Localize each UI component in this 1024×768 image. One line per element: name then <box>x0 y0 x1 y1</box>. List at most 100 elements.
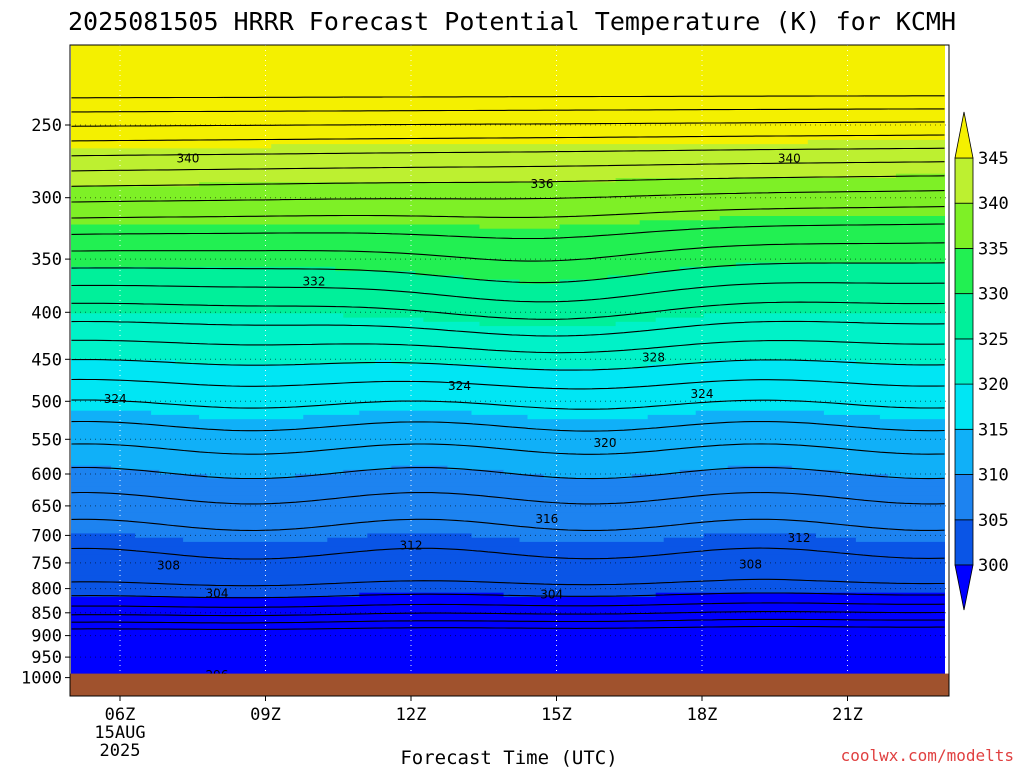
colorbar-swatch <box>954 519 974 566</box>
fill-cell <box>71 334 945 340</box>
fill-cell <box>71 59 945 65</box>
fill-cell <box>719 216 945 222</box>
contour-label: 332 <box>303 274 326 288</box>
fill-cell <box>807 139 945 146</box>
fill-cell <box>71 161 945 167</box>
colorbar-label: 300 <box>978 556 1009 576</box>
fill-cell <box>71 309 945 315</box>
fill-cell <box>71 385 945 391</box>
contour-label: 328 <box>642 351 665 365</box>
fill-cell <box>479 224 561 230</box>
fill-cell <box>71 313 345 319</box>
fill-cell <box>71 656 945 662</box>
contour-line-302 <box>71 578 945 587</box>
fill-cell <box>487 364 649 370</box>
fill-cell <box>615 178 945 184</box>
fill-cell <box>463 275 609 281</box>
plot-frame <box>69 44 950 697</box>
fill-cell <box>71 288 945 294</box>
fill-cell <box>71 199 945 205</box>
fill-cell <box>71 664 945 670</box>
fill-cell <box>71 508 945 514</box>
fill-cell <box>71 106 945 112</box>
contour-line-320 <box>71 359 945 371</box>
fill-cell <box>71 626 945 632</box>
fill-cell <box>71 440 945 446</box>
fill-cell <box>503 592 657 598</box>
fill-cell <box>71 220 641 226</box>
fill-cell <box>71 398 945 404</box>
fill-cell <box>527 414 649 421</box>
y-tick-label: 500 <box>31 392 62 412</box>
fill-cell <box>71 448 945 454</box>
fill-cell <box>655 592 945 598</box>
fill-cell <box>695 410 825 416</box>
fill-cell <box>71 118 945 124</box>
fill-cell <box>71 110 945 116</box>
fill-cell <box>71 321 481 327</box>
y-tick-label: 400 <box>31 303 62 323</box>
fill-cell <box>343 313 705 319</box>
fill-cell <box>71 182 201 188</box>
colorbar-top-arrow <box>954 111 974 159</box>
filled-contours <box>71 45 946 674</box>
fill-cell <box>647 271 945 277</box>
fill-cell <box>71 546 945 552</box>
y-tick-label: 250 <box>31 116 62 136</box>
fill-cell <box>71 101 945 107</box>
fill-cell <box>71 326 945 332</box>
contour-label: 308 <box>739 558 762 572</box>
colorbar-swatch <box>954 247 974 294</box>
contour-label: 316 <box>535 512 558 526</box>
fill-cell <box>71 254 945 260</box>
fill-cell <box>71 55 945 61</box>
credit-text: coolwx.com/modelts <box>841 746 1014 765</box>
contour-line-300 <box>71 592 945 599</box>
fill-cell <box>71 338 945 344</box>
colorbar-label: 340 <box>978 194 1009 214</box>
fill-cell <box>703 359 857 366</box>
fill-cell <box>71 343 945 349</box>
contour-line-350 <box>71 108 945 113</box>
contour-label: 340 <box>176 152 199 166</box>
fill-cell <box>359 410 473 416</box>
fill-cell <box>71 584 945 590</box>
colorbar: 300 305 310 315 320 325 330 335 340 345 <box>954 111 1009 611</box>
fill-cell <box>71 245 945 251</box>
fill-cell <box>71 122 945 129</box>
y-tick-label: 550 <box>31 430 62 450</box>
fill-cell <box>327 537 521 543</box>
colorbar-swatch <box>954 293 974 340</box>
fill-cell <box>71 203 945 209</box>
fill-cell <box>71 563 945 569</box>
fill-cell <box>71 567 945 573</box>
x-tick-label: 06Z <box>105 705 136 725</box>
x-tick-date-label: 15AUG <box>94 723 145 743</box>
fill-cell <box>71 178 617 184</box>
fill-cell <box>71 651 945 658</box>
contour-label: 312 <box>788 531 811 545</box>
fill-cell <box>71 423 945 429</box>
fill-cell <box>71 300 945 306</box>
fill-cell <box>71 207 945 213</box>
y-tick-label: 600 <box>31 465 62 485</box>
colorbar-label: 335 <box>978 239 1009 259</box>
fill-cell <box>71 194 945 201</box>
fill-cell <box>335 266 681 272</box>
contour-line-328 <box>71 282 945 303</box>
fill-cell <box>71 414 201 421</box>
fill-cell <box>71 45 945 48</box>
fill-cell <box>71 503 945 509</box>
chart-title: 2025081505 HRRR Forecast Potential Tempe… <box>68 7 956 36</box>
fill-cell <box>71 266 337 272</box>
fill-cell <box>71 190 945 196</box>
colorbar-label: 320 <box>978 375 1009 395</box>
fill-cell <box>207 474 297 480</box>
fill-cell <box>71 51 945 57</box>
fill-cell <box>71 275 465 281</box>
fill-cell <box>71 499 945 505</box>
fill-cell <box>71 283 945 289</box>
fill-cell <box>71 453 945 459</box>
